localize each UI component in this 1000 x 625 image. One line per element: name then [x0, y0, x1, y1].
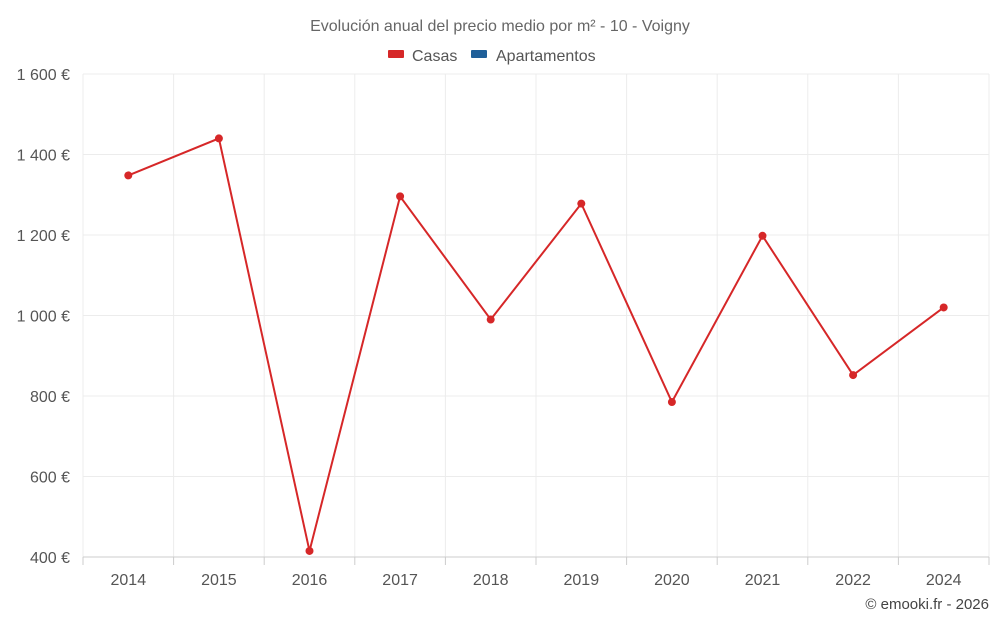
- grid: [82, 73, 990, 557]
- data-point[interactable]: [939, 303, 948, 312]
- x-tick-label: 2015: [201, 572, 237, 589]
- x-tick-label: 2021: [745, 572, 781, 589]
- data-point[interactable]: [667, 398, 676, 407]
- legend-label-casas: Casas: [412, 48, 457, 65]
- data-point[interactable]: [124, 171, 133, 180]
- x-tick-label: 2020: [654, 572, 690, 589]
- x-tick-label: 2018: [473, 572, 509, 589]
- legend: Casas Apartamentos: [388, 48, 596, 65]
- series-line-casas: [127, 137, 945, 552]
- data-point[interactable]: [849, 371, 858, 380]
- legend-item-apartamentos[interactable]: Apartamentos: [471, 48, 596, 65]
- chart-title: Evolución anual del precio medio por m² …: [310, 18, 690, 35]
- x-tick-label: 2014: [111, 572, 147, 589]
- x-tick-label: 2022: [835, 572, 871, 589]
- x-tick-label: 2024: [926, 572, 962, 589]
- x-axis-labels: 2014 2015 2016 2017 2018 2019 2020 2021 2022 2024: [111, 572, 962, 589]
- credit-text: © emooki.fr - 2026: [865, 596, 989, 613]
- x-tick-label: 2016: [292, 572, 328, 589]
- y-tick-label: 1 200 €: [17, 228, 70, 245]
- data-point[interactable]: [577, 199, 586, 208]
- data-point[interactable]: [305, 546, 314, 555]
- y-tick-label: 600 €: [30, 470, 70, 487]
- y-tick-label: 1 600 €: [17, 67, 70, 84]
- x-tick-label: 2019: [564, 572, 600, 589]
- data-point[interactable]: [214, 134, 223, 143]
- axes: [82, 556, 990, 565]
- y-tick-label: 1 000 €: [17, 309, 70, 326]
- x-tick-label: 2017: [382, 572, 418, 589]
- series: [124, 134, 948, 555]
- data-point[interactable]: [758, 231, 767, 240]
- legend-swatch-apartamentos: [471, 50, 487, 58]
- data-point[interactable]: [486, 315, 495, 324]
- y-tick-label: 1 400 €: [17, 148, 70, 165]
- legend-swatch-casas: [388, 50, 404, 58]
- y-tick-label: 400 €: [30, 550, 70, 567]
- data-point[interactable]: [396, 192, 405, 201]
- legend-item-casas[interactable]: Casas: [388, 48, 457, 65]
- y-tick-label: 800 €: [30, 389, 70, 406]
- y-axis-labels: 400 € 600 € 800 € 1 000 € 1 200 € 1 400 € 1 60…: [17, 67, 70, 567]
- legend-label-apartamentos: Apartamentos: [496, 48, 596, 65]
